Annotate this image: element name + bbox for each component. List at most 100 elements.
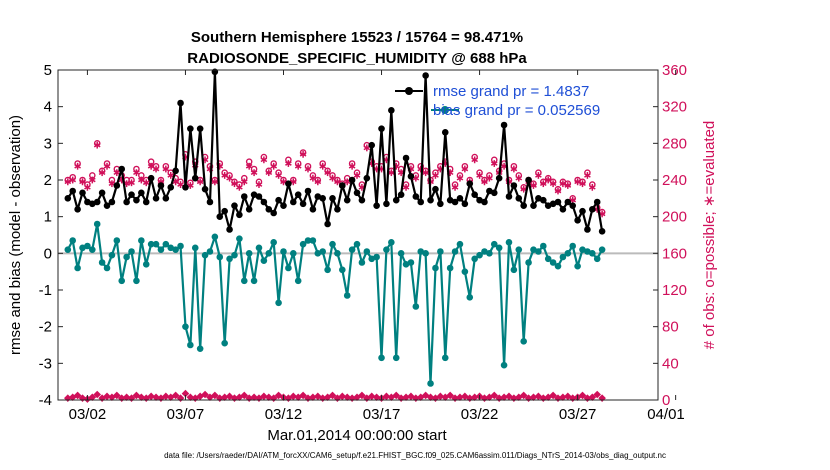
obs-bottom-point bbox=[299, 391, 307, 400]
bias-point bbox=[128, 248, 135, 255]
rmse-point bbox=[525, 176, 532, 184]
x-tick-label: 03/07 bbox=[167, 406, 205, 423]
rmse-point bbox=[108, 198, 116, 206]
y-right-tick-label: 200 bbox=[662, 209, 687, 226]
y-left-tick-label: 1 bbox=[44, 209, 52, 226]
bias-point bbox=[324, 266, 331, 274]
bias-point bbox=[118, 277, 126, 285]
bias-point bbox=[236, 235, 243, 242]
obs-evaluated-point bbox=[314, 178, 322, 186]
rmse-point bbox=[309, 206, 317, 213]
bias-point bbox=[505, 239, 513, 246]
rmse-point bbox=[584, 226, 591, 233]
obs-evaluated-point bbox=[402, 183, 410, 191]
bias-point bbox=[196, 345, 204, 352]
obs-bottom-point bbox=[220, 393, 229, 402]
obs-evaluated-point bbox=[388, 169, 395, 177]
bias-point bbox=[407, 259, 415, 266]
obs-bottom-point bbox=[186, 393, 195, 402]
obs-evaluated-point bbox=[270, 162, 278, 170]
rmse-point bbox=[79, 189, 86, 197]
rmse-point bbox=[74, 206, 81, 213]
obs-evaluated-point bbox=[309, 174, 317, 182]
bias-point bbox=[182, 323, 189, 330]
obs-bottom-point bbox=[407, 392, 415, 401]
bias-point bbox=[84, 242, 91, 250]
rmse-point bbox=[363, 174, 371, 182]
obs-evaluated-point bbox=[167, 172, 175, 179]
rmse-point bbox=[593, 198, 601, 206]
obs-bottom-point bbox=[343, 393, 352, 402]
legend-rmse-label: rmse grand pr = 1.4837 bbox=[433, 83, 589, 100]
x-tick-label: 04/01 bbox=[647, 406, 685, 423]
obs-bottom-point bbox=[260, 392, 268, 401]
rmse-point bbox=[481, 198, 488, 206]
rmse-point bbox=[378, 125, 385, 132]
rmse-point bbox=[226, 226, 233, 233]
obs-bottom-point bbox=[176, 394, 185, 402]
obs-evaluated-point bbox=[432, 172, 439, 179]
obs-bottom-point bbox=[392, 391, 401, 400]
obs-bottom-point bbox=[162, 392, 170, 401]
obs-bottom-point bbox=[78, 394, 87, 402]
rmse-point bbox=[118, 165, 126, 173]
y-left-tick-label: 3 bbox=[44, 135, 52, 152]
obs-evaluated-point bbox=[574, 178, 581, 186]
obs-evaluated-point bbox=[476, 172, 483, 179]
obs-bottom-point bbox=[397, 394, 405, 402]
obs-bottom-point bbox=[196, 392, 204, 401]
bias-point bbox=[510, 266, 518, 274]
bias-point bbox=[172, 246, 179, 253]
rmse-point bbox=[471, 191, 478, 198]
obs-evaluated-point bbox=[74, 162, 81, 170]
rmse-point bbox=[128, 191, 135, 198]
rmse-point bbox=[417, 198, 425, 206]
rmse-point bbox=[255, 193, 263, 200]
bias-point bbox=[319, 248, 327, 255]
rmse-point bbox=[515, 195, 523, 202]
bias-point bbox=[520, 338, 527, 345]
bias-point bbox=[226, 255, 233, 263]
bias-point bbox=[270, 239, 277, 246]
rmse-point bbox=[441, 129, 449, 136]
bias-point bbox=[138, 237, 145, 244]
obs-bottom-point bbox=[412, 394, 420, 402]
obs-bottom-point bbox=[64, 394, 72, 402]
obs-evaluated-point bbox=[79, 178, 86, 186]
rmse-point bbox=[490, 189, 498, 197]
y-left-tick-label: -3 bbox=[39, 355, 52, 372]
rmse-point bbox=[221, 207, 228, 215]
rmse-point bbox=[373, 202, 380, 209]
obs-bottom-point bbox=[559, 393, 567, 402]
obs-evaluated-point bbox=[152, 165, 160, 173]
obs-evaluated-point bbox=[363, 144, 371, 152]
rmse-point bbox=[329, 195, 336, 202]
rmse-point bbox=[569, 202, 577, 209]
y-left-tick-label: 2 bbox=[44, 172, 52, 189]
x-tick-label: 03/22 bbox=[461, 406, 499, 423]
rmse-point bbox=[64, 195, 72, 202]
obs-bottom-point bbox=[416, 393, 425, 402]
rmse-point bbox=[245, 206, 253, 213]
rmse-point bbox=[304, 187, 312, 195]
obs-bottom-point bbox=[245, 394, 253, 402]
bias-point bbox=[245, 250, 253, 257]
rmse-point bbox=[334, 206, 341, 213]
obs-evaluated-point bbox=[211, 178, 219, 186]
rmse-point bbox=[157, 182, 165, 189]
y-left-tick-label: 5 bbox=[44, 62, 52, 79]
obs-evaluated-point bbox=[422, 169, 429, 177]
obs-bottom-point bbox=[451, 394, 459, 402]
bias-point bbox=[265, 250, 273, 257]
bias-point bbox=[147, 240, 155, 248]
bias-point bbox=[157, 246, 165, 253]
bias-point bbox=[392, 354, 400, 362]
bias-point bbox=[441, 354, 449, 362]
rmse-point bbox=[510, 182, 518, 189]
obs-evaluated-point bbox=[265, 169, 273, 177]
bias-point bbox=[589, 250, 596, 257]
rmse-point bbox=[466, 180, 474, 187]
obs-bottom-point bbox=[495, 394, 503, 402]
obs-bottom-point bbox=[274, 391, 283, 400]
obs-evaluated-point bbox=[103, 162, 111, 170]
